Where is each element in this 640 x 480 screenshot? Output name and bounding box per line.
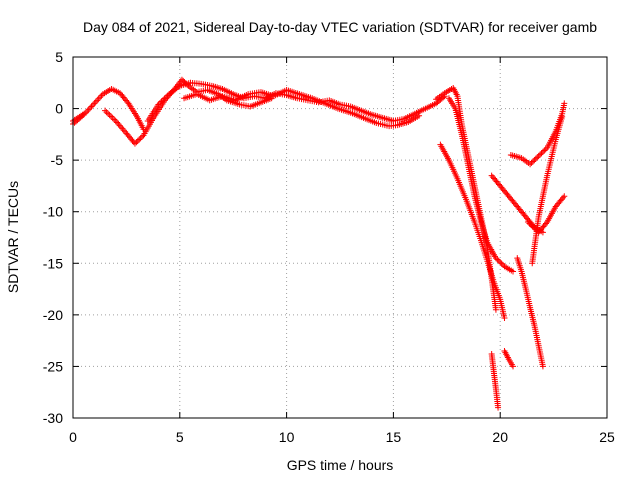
data-point (112, 117, 119, 124)
data-point (115, 121, 122, 128)
data-point (89, 101, 96, 108)
data-point (528, 159, 535, 166)
data-point (105, 110, 112, 117)
series-arc-f (445, 95, 517, 275)
series-arc-n (529, 113, 566, 267)
data-series (70, 76, 568, 411)
data-point (527, 161, 534, 168)
x-tick-label: 0 (69, 429, 77, 445)
series-arc-k (501, 347, 517, 370)
data-point (542, 146, 549, 153)
data-point (92, 98, 99, 105)
data-point (95, 95, 102, 102)
data-point (85, 106, 92, 113)
series-arc-m (524, 193, 568, 236)
data-point (134, 137, 141, 144)
data-point (560, 194, 567, 201)
data-point (131, 140, 138, 147)
y-tick-label: 5 (55, 49, 63, 65)
data-point (539, 148, 546, 155)
y-axis-ticks: 5 0 -5 -10 -15 -20 -25 -30 (43, 49, 607, 426)
data-point (114, 119, 121, 126)
data-point (106, 112, 113, 119)
y-tick-label: -10 (43, 204, 63, 220)
data-point (136, 136, 143, 143)
data-point (91, 100, 98, 107)
x-tick-label: 10 (279, 429, 295, 445)
plot-frame (72, 56, 608, 419)
data-point (532, 155, 539, 162)
data-point (538, 150, 545, 157)
data-point (541, 147, 548, 154)
y-tick-label: -25 (43, 358, 63, 374)
data-point (495, 257, 502, 264)
data-point (133, 139, 140, 146)
data-point (534, 154, 541, 161)
data-point (97, 94, 104, 101)
x-tick-label: 20 (492, 429, 508, 445)
data-point (559, 113, 566, 120)
data-point (537, 151, 544, 158)
y-tick-label: -5 (51, 152, 64, 168)
data-point (116, 122, 123, 129)
series-arc-g (437, 141, 508, 321)
data-point (494, 256, 501, 263)
data-point (561, 100, 568, 107)
data-point (542, 220, 549, 227)
y-tick-label: -20 (43, 307, 63, 323)
x-tick-label: 15 (386, 429, 402, 445)
y-axis-label: SDTVAR / TECUs (5, 181, 21, 293)
data-point (500, 262, 507, 269)
series-arc-d (181, 87, 423, 130)
series-arc-a (70, 85, 147, 133)
data-point (510, 268, 517, 275)
data-point (111, 116, 118, 123)
y-tick-label: -30 (43, 410, 63, 426)
series-arc-o (70, 111, 87, 128)
series-arc-i (514, 255, 546, 370)
data-point (531, 157, 538, 164)
data-point (561, 193, 568, 200)
x-tick-label: 5 (176, 429, 184, 445)
data-point (139, 133, 146, 140)
chart-title: Day 084 of 2021, Sidereal Day-to-day VTE… (83, 19, 597, 35)
data-point (108, 113, 115, 120)
series-arc-l (507, 100, 568, 168)
data-point (535, 153, 542, 160)
x-tick-label: 25 (599, 429, 615, 445)
data-point (119, 125, 126, 132)
data-point (510, 363, 517, 370)
data-point (492, 255, 499, 262)
data-point (137, 135, 144, 142)
data-point (94, 97, 101, 104)
x-axis-label: GPS time / hours (287, 457, 394, 473)
data-point (103, 109, 110, 116)
data-point (495, 404, 502, 411)
data-point (120, 127, 127, 134)
data-point (416, 112, 423, 119)
data-point (124, 98, 131, 105)
y-tick-label: 0 (55, 101, 63, 117)
series-arc-b (102, 76, 275, 147)
data-point (497, 259, 504, 266)
grid (73, 57, 607, 418)
data-point (498, 260, 505, 267)
data-point (109, 115, 116, 122)
y-tick-label: -15 (43, 255, 63, 271)
data-point (501, 314, 508, 321)
data-point (102, 107, 109, 114)
data-point (80, 111, 87, 118)
data-point (539, 363, 546, 370)
x-axis-ticks: 0 5 10 15 20 25 (69, 57, 615, 445)
data-point (529, 158, 536, 165)
data-point (118, 124, 125, 131)
series-arc-j (488, 351, 502, 411)
data-point (492, 306, 499, 313)
data-point (87, 105, 94, 112)
